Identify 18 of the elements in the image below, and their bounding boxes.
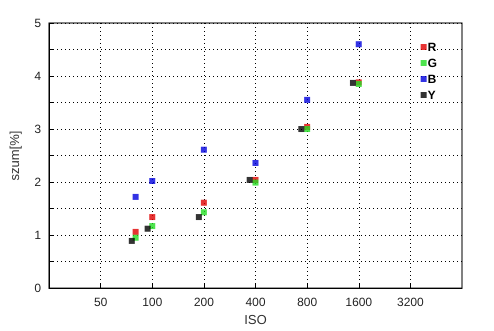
x-tick-label: 200 (194, 295, 214, 310)
x-tick-label: 800 (297, 295, 318, 310)
x-tick-label: 100 (142, 295, 163, 310)
legend-label: Y (428, 88, 436, 102)
y-tick-label: 3 (34, 122, 42, 136)
legend-label: G (428, 56, 438, 70)
x-tick-label: 3200 (397, 295, 424, 310)
y-axis-title: szum[%] (7, 130, 22, 180)
x-tick-label: 400 (245, 295, 266, 310)
x-axis-title: ISO (244, 312, 267, 327)
legend-label: B (428, 72, 437, 86)
y-tick-label: 5 (34, 16, 42, 30)
y-tick-label: 2 (34, 175, 42, 190)
y-tick-label: 4 (34, 69, 42, 84)
x-tick-label: 50 (94, 295, 108, 310)
x-tick-label: 1600 (345, 295, 372, 310)
y-tick-label: 0 (34, 281, 42, 296)
y-tick-label: 1 (34, 228, 42, 242)
